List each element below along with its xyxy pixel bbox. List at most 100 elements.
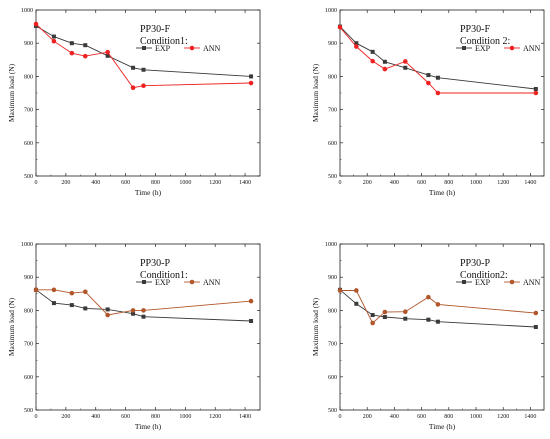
data-point [426, 73, 431, 78]
chart-panel-1: 0 200 400 600 800 1000 1200 1400 500 600 700 800 900… [7, 8, 261, 197]
x-tick-label: 1000 [179, 180, 191, 186]
data-point [131, 311, 136, 316]
data-point [533, 90, 539, 96]
legend-entry-ann: ANN [504, 44, 541, 53]
y-tick-label: 1000 [325, 8, 337, 14]
series-ann [33, 21, 254, 90]
data-point [382, 315, 387, 320]
data-point [354, 288, 359, 293]
y-axis-label: Maximum load (N) [7, 297, 16, 356]
y-tick-label: 800 [328, 74, 337, 80]
data-point [105, 307, 110, 312]
chart-panel-3: 0 200 400 600 800 1000 1200 1400 500 600 700 800 900… [7, 242, 261, 431]
panel-title: PP30-F [460, 24, 490, 35]
y-tick-label: 700 [328, 108, 337, 114]
x-tick-label: 1400 [524, 180, 536, 186]
y-axis-label: Maximum load (N) [311, 63, 320, 122]
series-exp [338, 287, 538, 329]
panel-subtitle: Condition1: [140, 270, 188, 281]
legend-label: ANN [523, 44, 541, 53]
x-tick-label: 600 [417, 180, 426, 186]
data-point [105, 312, 110, 318]
x-tick-label: 1200 [209, 180, 221, 186]
x-tick-label: 1200 [209, 414, 221, 420]
data-point [83, 43, 88, 48]
data-point [382, 66, 388, 72]
data-point [105, 53, 110, 58]
data-point [435, 75, 440, 80]
legend-label: ANN [203, 44, 221, 53]
x-tick-label: 0 [339, 180, 342, 186]
data-point [51, 34, 56, 39]
panel-subtitle: Condition 2: [460, 36, 510, 47]
y-tick-label: 1000 [21, 8, 33, 14]
x-axis-label: Time (h) [135, 188, 162, 197]
y-tick-label: 500 [24, 174, 33, 180]
y-tick-label: 600 [24, 375, 33, 381]
data-point [248, 80, 254, 86]
x-tick-label: 600 [121, 414, 130, 420]
x-tick-label: 800 [444, 180, 453, 186]
legend-label: EXP [155, 44, 171, 53]
x-tick-label: 200 [61, 414, 70, 420]
data-point [249, 319, 254, 324]
data-point [426, 80, 431, 86]
legend-marker [462, 280, 466, 284]
data-point [435, 302, 441, 307]
data-point [426, 317, 431, 322]
x-tick-label: 800 [151, 180, 160, 186]
legend-entry-exp: EXP [136, 44, 171, 53]
legend-label: EXP [155, 278, 171, 287]
x-tick-label: 800 [151, 414, 160, 420]
x-axis-label: Time (h) [135, 422, 162, 431]
x-tick-label: 200 [61, 180, 70, 186]
y-tick-label: 900 [24, 41, 33, 47]
y-tick-label: 1000 [21, 242, 33, 248]
y-tick-label: 700 [328, 342, 337, 348]
panel-title: PP30-P [140, 258, 170, 269]
x-axis-label: Time (h) [429, 422, 456, 431]
plot-frame [339, 243, 545, 411]
panel-title: PP30-P [460, 258, 490, 269]
data-point [370, 49, 375, 54]
series-ann [337, 24, 539, 96]
data-point [354, 301, 359, 306]
x-tick-label: 0 [35, 414, 38, 420]
x-tick-label: 200 [363, 414, 372, 420]
data-point [131, 65, 136, 70]
x-tick-label: 600 [417, 414, 426, 420]
data-point [51, 301, 56, 306]
data-point [82, 53, 88, 59]
data-point [249, 74, 254, 79]
data-point [69, 303, 74, 308]
data-point [370, 58, 375, 64]
panel-subtitle: Condition1: [140, 36, 188, 47]
data-point [33, 287, 39, 293]
x-tick-label: 1200 [497, 180, 509, 186]
data-point [370, 320, 375, 326]
x-tick-label: 400 [91, 414, 100, 420]
data-point [402, 59, 408, 64]
x-tick-label: 400 [390, 180, 399, 186]
series-ann [33, 287, 254, 318]
legend-label: ANN [523, 278, 541, 287]
x-tick-label: 0 [35, 180, 38, 186]
x-tick-label: 1400 [239, 414, 251, 420]
y-tick-label: 900 [328, 275, 337, 281]
legend-marker [462, 46, 466, 50]
data-point [435, 90, 441, 96]
x-tick-label: 600 [121, 180, 130, 186]
legend-entry-exp: EXP [136, 278, 171, 287]
data-point [141, 83, 146, 88]
x-tick-label: 400 [91, 180, 100, 186]
data-point [403, 65, 408, 70]
data-point [337, 24, 343, 30]
chart-panel-2: 0 200 400 600 800 1000 1200 1400 500 600 700 800 900… [311, 8, 545, 197]
series-exp [34, 287, 254, 324]
data-point [382, 59, 387, 64]
panel-title: PP30-F [140, 24, 170, 35]
x-tick-label: 1000 [179, 414, 191, 420]
panel-subtitle: Condition2: [460, 270, 508, 281]
legend-marker [142, 280, 146, 284]
